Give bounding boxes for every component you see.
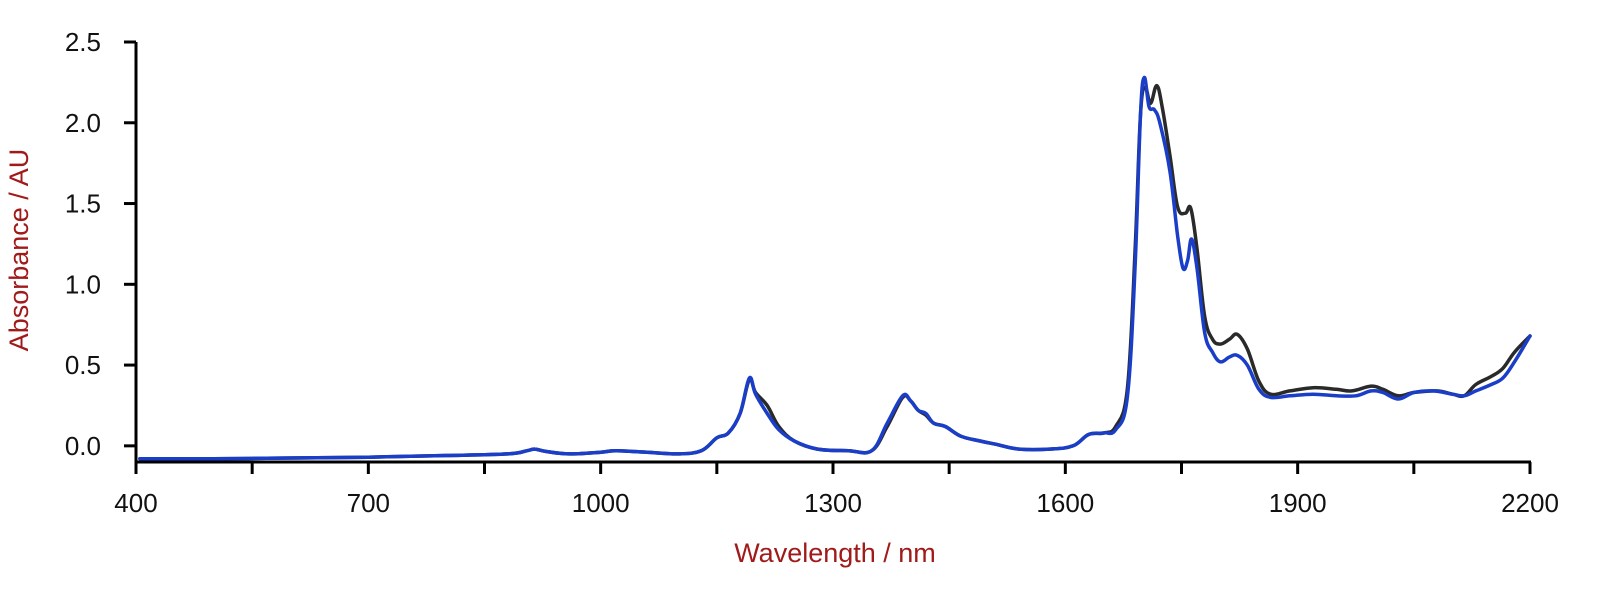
x-axis-title: Wavelength / nm xyxy=(734,538,936,568)
y-axis-title: Absorbance / AU xyxy=(4,149,34,352)
series-line-black xyxy=(138,83,1532,461)
y-tick-label: 1.0 xyxy=(65,269,101,299)
x-tick-label: 1300 xyxy=(804,488,862,518)
y-tick-label: 2.5 xyxy=(65,27,101,57)
x-tick-label: 700 xyxy=(347,488,390,518)
series-layer xyxy=(138,75,1532,461)
y-tick-label: 0.0 xyxy=(65,431,101,461)
y-tick-label: 1.5 xyxy=(65,189,101,219)
x-tick-label: 400 xyxy=(114,488,157,518)
x-tick-label: 1000 xyxy=(572,488,630,518)
y-tick-label: 2.0 xyxy=(65,108,101,138)
axes-layer xyxy=(134,42,1531,464)
x-tick-label: 1600 xyxy=(1036,488,1094,518)
x-tick-label: 2200 xyxy=(1501,488,1559,518)
ticks-layer: 400 700 1000 1300 1600 1900 2200 0.0 0.5 1.0 1.5 2.… xyxy=(65,27,1559,518)
y-tick-label: 0.5 xyxy=(65,350,101,380)
series-line-blue xyxy=(138,75,1532,461)
x-tick-label: 1900 xyxy=(1269,488,1327,518)
